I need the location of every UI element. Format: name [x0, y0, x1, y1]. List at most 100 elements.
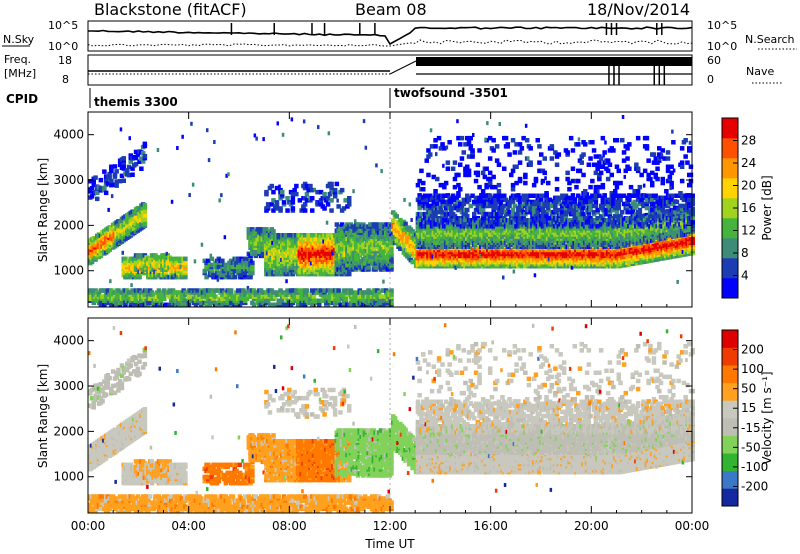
- heatmap-cell: [290, 191, 296, 197]
- heatmap-cell: [313, 187, 316, 192]
- heatmap-cell: [352, 189, 355, 194]
- heatmap-cell: [304, 288, 310, 293]
- heatmap-cell: [398, 246, 403, 251]
- heatmap-cell: [206, 128, 209, 133]
- heatmap-cell: [121, 156, 126, 161]
- heatmap-cell: [223, 235, 227, 240]
- heatmap-cell: [417, 205, 422, 211]
- heatmap-cell: [310, 187, 315, 193]
- heatmap-cell: [491, 138, 496, 143]
- heatmap-cell: [199, 300, 204, 306]
- heatmap-cell: [325, 202, 331, 207]
- noise-left-tick-top: 10^5: [48, 19, 78, 32]
- heatmap-cell: [174, 273, 177, 278]
- heatmap-cell: [109, 164, 114, 169]
- heatmap-cell: [126, 164, 132, 170]
- heatmap-cell: [354, 219, 357, 224]
- radar-title: Blackstone (fitACF): [94, 0, 247, 19]
- heatmap-cell: [317, 125, 320, 130]
- heatmap-cell: [271, 240, 274, 245]
- heatmap-cell: [318, 288, 324, 293]
- heatmap-cell: [376, 230, 380, 235]
- heatmap-cell: [493, 197, 498, 203]
- heatmap-cell: [494, 158, 500, 163]
- n-sky-label: N.Sky: [3, 33, 35, 46]
- heatmap-cell: [479, 253, 482, 258]
- heatmap-cell: [119, 127, 123, 132]
- heatmap-cell: [142, 209, 148, 214]
- noise-left-tick-bottom: 10^0: [48, 40, 78, 53]
- heatmap-cell: [237, 264, 243, 270]
- heatmap-cell: [502, 203, 507, 209]
- power-heatmap-cells: [88, 115, 695, 308]
- heatmap-cell: [98, 241, 104, 246]
- heatmap-cell: [107, 171, 112, 177]
- heatmap-cell: [137, 207, 140, 212]
- heatmap-cell: [121, 250, 124, 255]
- nave-tick-bottom: 0: [707, 73, 714, 86]
- heatmap-cell: [456, 207, 461, 213]
- heatmap-cell: [214, 274, 220, 280]
- heatmap-cell: [207, 158, 211, 163]
- heatmap-cell: [452, 160, 458, 165]
- heatmap-cell: [475, 170, 481, 176]
- heatmap-cell: [325, 220, 329, 225]
- heatmap-cell: [417, 178, 422, 184]
- heatmap-cell: [470, 193, 475, 198]
- freq-tick-bottom: 8: [62, 73, 69, 86]
- heatmap-cell: [376, 290, 382, 295]
- heatmap-cell: [130, 296, 135, 301]
- heatmap-cell: [391, 218, 396, 223]
- heatmap-cell: [348, 302, 354, 308]
- heatmap-cell: [220, 193, 223, 198]
- heatmap-cell: [271, 229, 276, 234]
- heatmap-cell: [327, 288, 333, 293]
- heatmap-cell: [421, 187, 426, 192]
- heatmap-cell: [486, 121, 489, 126]
- heatmap-cell: [110, 194, 114, 199]
- heatmap-cell: [445, 160, 451, 165]
- heatmap-cell: [285, 208, 290, 213]
- heatmap-cell: [477, 184, 482, 190]
- heatmap-cell: [445, 166, 451, 171]
- heatmap-cell: [456, 182, 461, 188]
- heatmap-cell: [329, 181, 334, 187]
- heatmap-cell: [382, 240, 387, 246]
- heatmap-cell: [257, 241, 262, 246]
- heatmap-cell: [470, 148, 475, 153]
- heatmap-cell: [306, 187, 311, 193]
- heatmap-cell: [438, 205, 444, 211]
- heatmap-cell: [389, 300, 394, 306]
- heatmap-cell: [480, 199, 486, 204]
- heatmap-cell: [487, 156, 493, 161]
- noise-sky-line: [88, 26, 693, 46]
- heatmap-cell: [456, 193, 461, 198]
- heatmap-cell: [475, 162, 481, 167]
- heatmap-cell: [133, 155, 139, 161]
- heatmap-cell: [315, 200, 318, 205]
- heatmap-cell: [357, 238, 360, 242]
- heatmap-cell: [375, 222, 380, 227]
- heatmap-cell: [130, 283, 133, 288]
- heatmap-cell: [452, 176, 458, 182]
- heatmap-cell: [429, 144, 435, 149]
- heatmap-cell: [362, 119, 366, 124]
- heatmap-cell: [440, 209, 445, 215]
- heatmap-cell: [112, 164, 118, 169]
- heatmap-cell: [137, 159, 142, 164]
- heatmap-cell: [200, 242, 204, 247]
- heatmap-cell: [428, 193, 433, 198]
- heatmap-cell: [269, 183, 274, 189]
- heatmap-cell: [502, 193, 507, 198]
- heatmap-cell: [130, 288, 135, 293]
- heatmap-cell: [102, 169, 107, 174]
- heatmap-cell: [269, 202, 274, 207]
- heatmap-cell: [489, 184, 495, 190]
- heatmap-cell: [130, 172, 135, 177]
- heatmap-cell: [107, 247, 112, 253]
- heatmap-cell: [125, 168, 130, 173]
- heatmap-cell: [243, 256, 248, 262]
- heatmap-cell: [468, 203, 473, 209]
- noise-right-tick-top: 10^5: [707, 19, 737, 32]
- heatmap-cell: [209, 256, 215, 262]
